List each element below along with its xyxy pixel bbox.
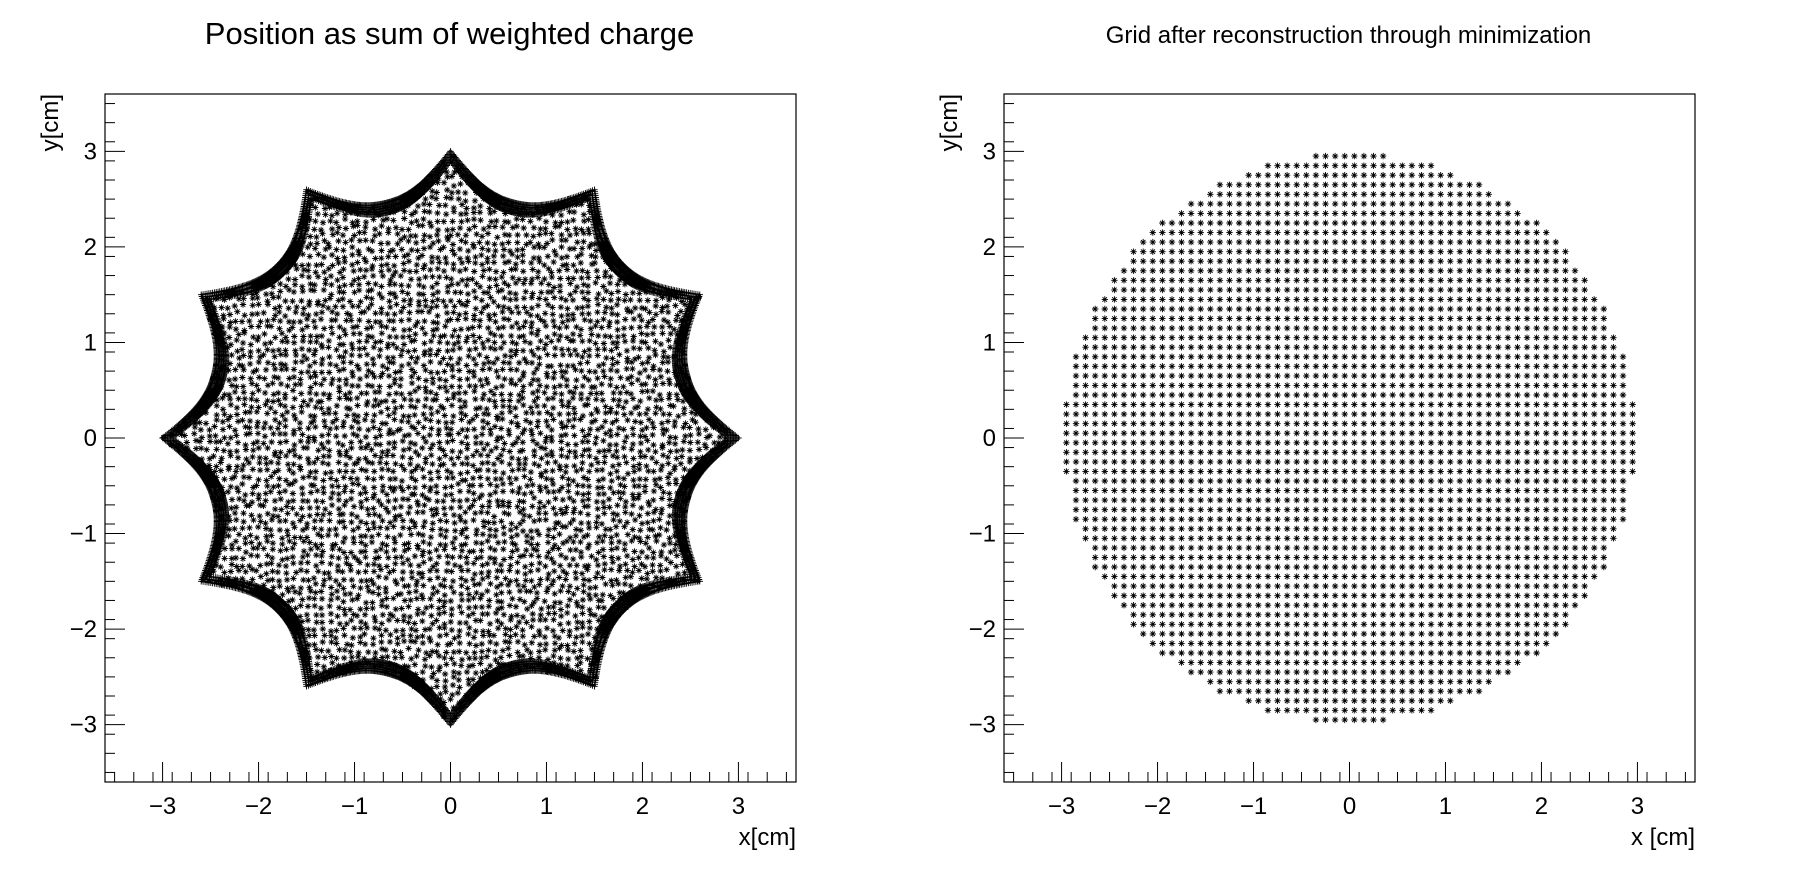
left-x-tick-label: −3: [149, 793, 176, 820]
right-chart-svg: −3 −2 −1 0 1 2 3 −3 −2 −1 0 1 2 3 x [cm] y[cm]: [936, 93, 1696, 851]
left-y-tick-label: 1: [84, 329, 97, 356]
left-x-tick-label: 1: [540, 793, 553, 820]
left-chart-svg: −3 −2 −1 0 1 2 3 −3 −2 −1 0 1 2 3 x[cm] y[cm]: [37, 93, 797, 851]
right-y-axis-label: y[cm]: [936, 94, 963, 151]
right-x-axis-label: x [cm]: [1631, 824, 1695, 851]
right-y-tick-label: 3: [983, 138, 996, 165]
right-x-tick-label: 0: [1343, 793, 1356, 820]
left-x-axis-label: x[cm]: [739, 824, 796, 851]
right-minor-ticks: [1004, 103, 1686, 782]
left-minor-ticks: [105, 103, 787, 782]
right-data-points: [1063, 152, 1636, 724]
left-chart-panel: Position as sum of weighted charge −3 −2−…: [37, 16, 797, 851]
right-x-tick-label: −3: [1048, 793, 1075, 820]
right-y-tick-label: 0: [983, 425, 996, 452]
left-chart-title: Position as sum of weighted charge: [204, 16, 695, 51]
left-x-tick-label: 3: [732, 793, 745, 820]
left-y-tick-label: −1: [70, 521, 97, 548]
left-point-cloud: [159, 148, 742, 728]
left-data-points: [159, 148, 742, 728]
left-y-tick-label: −2: [70, 616, 97, 643]
right-x-tick-label: 3: [1631, 793, 1644, 820]
left-y-axis-label: y[cm]: [37, 94, 64, 151]
right-x-tick-label: 2: [1535, 793, 1548, 820]
right-y-tick-label: 1: [983, 329, 996, 356]
right-x-tick-label: 1: [1439, 793, 1452, 820]
right-plot-frame: [1003, 93, 1696, 783]
right-y-tick-label: −3: [969, 712, 996, 739]
right-point-cloud: [1063, 152, 1636, 724]
right-x-tick-label: −2: [1144, 793, 1171, 820]
left-x-tick-label: −2: [245, 793, 272, 820]
right-y-tick-label: 2: [983, 234, 996, 261]
right-chart-title: Grid after reconstruction through minimi…: [1105, 22, 1592, 49]
left-y-tick-label: 3: [84, 138, 97, 165]
left-x-tick-label: −1: [341, 793, 368, 820]
left-y-tick-label: 2: [84, 234, 97, 261]
right-chart-panel: Grid after reconstruction through minimi…: [899, 0, 1798, 876]
left-y-tick-label: 0: [84, 425, 97, 452]
left-x-tick-label: 2: [636, 793, 649, 820]
right-y-tick-label: −1: [969, 521, 996, 548]
right-y-tick-label: −2: [969, 616, 996, 643]
left-y-tick-label: −3: [70, 712, 97, 739]
right-x-tick-label: −1: [1240, 793, 1267, 820]
left-x-tick-label: 0: [444, 793, 457, 820]
